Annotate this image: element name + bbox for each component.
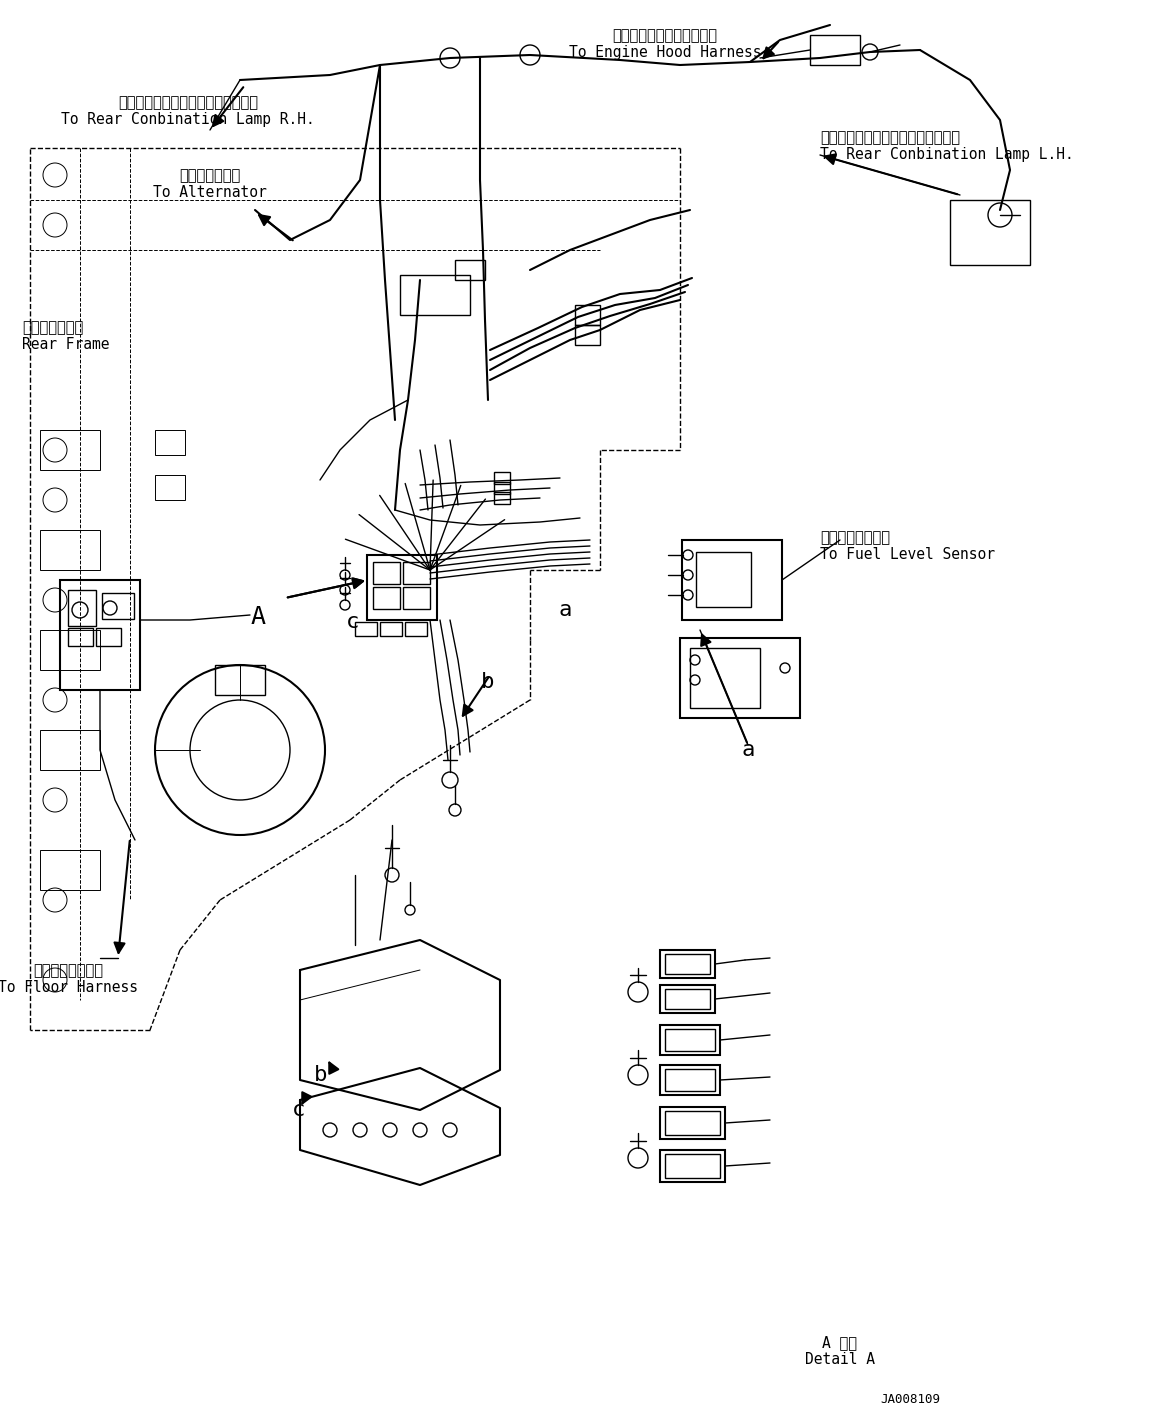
Text: リヤーコンビネーションランプ左へ: リヤーコンビネーションランプ左へ (820, 130, 959, 145)
Bar (404, 587, 430, 608)
Text: Rear Frame: Rear Frame (22, 337, 109, 352)
Bar (665, 1110, 720, 1134)
Text: エンジンフードハーネスへ: エンジンフードハーネスへ (613, 28, 718, 43)
Text: c: c (292, 1100, 305, 1120)
Bar (682, 540, 782, 620)
Bar (215, 665, 265, 695)
Bar (355, 623, 377, 637)
Bar (659, 1150, 725, 1183)
Text: A 詳細: A 詳細 (822, 1334, 857, 1350)
Bar (659, 986, 715, 1012)
Bar (665, 988, 709, 1010)
Bar (575, 305, 600, 325)
Bar (60, 580, 140, 691)
Bar (155, 475, 185, 501)
Bar (494, 472, 511, 484)
Bar (690, 648, 759, 708)
Bar (97, 628, 121, 647)
Text: b: b (314, 1065, 327, 1085)
Bar (373, 562, 400, 584)
Bar (400, 275, 470, 315)
Text: c: c (347, 613, 359, 632)
Text: To Rear Conbination Lamp R.H.: To Rear Conbination Lamp R.H. (62, 112, 315, 128)
Text: To Alternator: To Alternator (154, 184, 266, 200)
Text: To Rear Conbination Lamp L.H.: To Rear Conbination Lamp L.H. (820, 147, 1073, 162)
Bar (809, 35, 859, 65)
Text: フェエルセンサへ: フェエルセンサへ (820, 530, 890, 545)
Bar (380, 623, 402, 637)
Bar (659, 1025, 720, 1055)
Bar (40, 430, 100, 469)
Text: a: a (558, 600, 572, 620)
Text: Detail A: Detail A (805, 1351, 875, 1367)
Bar (40, 849, 100, 891)
Bar (695, 552, 751, 607)
Text: JA008109: JA008109 (880, 1392, 940, 1407)
Bar (455, 259, 485, 279)
Text: To Engine Hood Harness: To Engine Hood Harness (569, 45, 762, 60)
Text: リヤーコンビネーションランプ右へ: リヤーコンビネーションランプ右へ (117, 95, 258, 111)
Bar (950, 200, 1030, 265)
Text: A: A (250, 605, 265, 630)
Bar (575, 325, 600, 345)
Bar (680, 638, 800, 718)
Text: オルタネータへ: オルタネータへ (179, 167, 241, 183)
Text: フロアハーネスへ: フロアハーネスへ (33, 963, 104, 978)
Bar (40, 530, 100, 570)
Bar (659, 950, 715, 978)
Bar (659, 1107, 725, 1139)
Bar (494, 492, 511, 503)
Bar (373, 587, 400, 608)
Bar (368, 554, 437, 620)
Bar (102, 593, 134, 620)
Text: a: a (741, 740, 755, 760)
Bar (659, 1065, 720, 1095)
Text: To Floor Harness: To Floor Harness (0, 980, 138, 995)
Bar (404, 562, 430, 584)
Bar (67, 628, 93, 647)
Bar (494, 482, 511, 493)
Text: To Fuel Level Sensor: To Fuel Level Sensor (820, 547, 996, 562)
Bar (405, 623, 427, 637)
Bar (155, 430, 185, 455)
Bar (67, 590, 97, 625)
Bar (40, 730, 100, 770)
Bar (40, 630, 100, 669)
Bar (665, 1029, 715, 1051)
Text: b: b (481, 672, 494, 692)
Bar (665, 1154, 720, 1178)
Bar (665, 1069, 715, 1090)
Bar (665, 954, 709, 974)
Text: リヤーフレーム: リヤーフレーム (22, 320, 84, 335)
